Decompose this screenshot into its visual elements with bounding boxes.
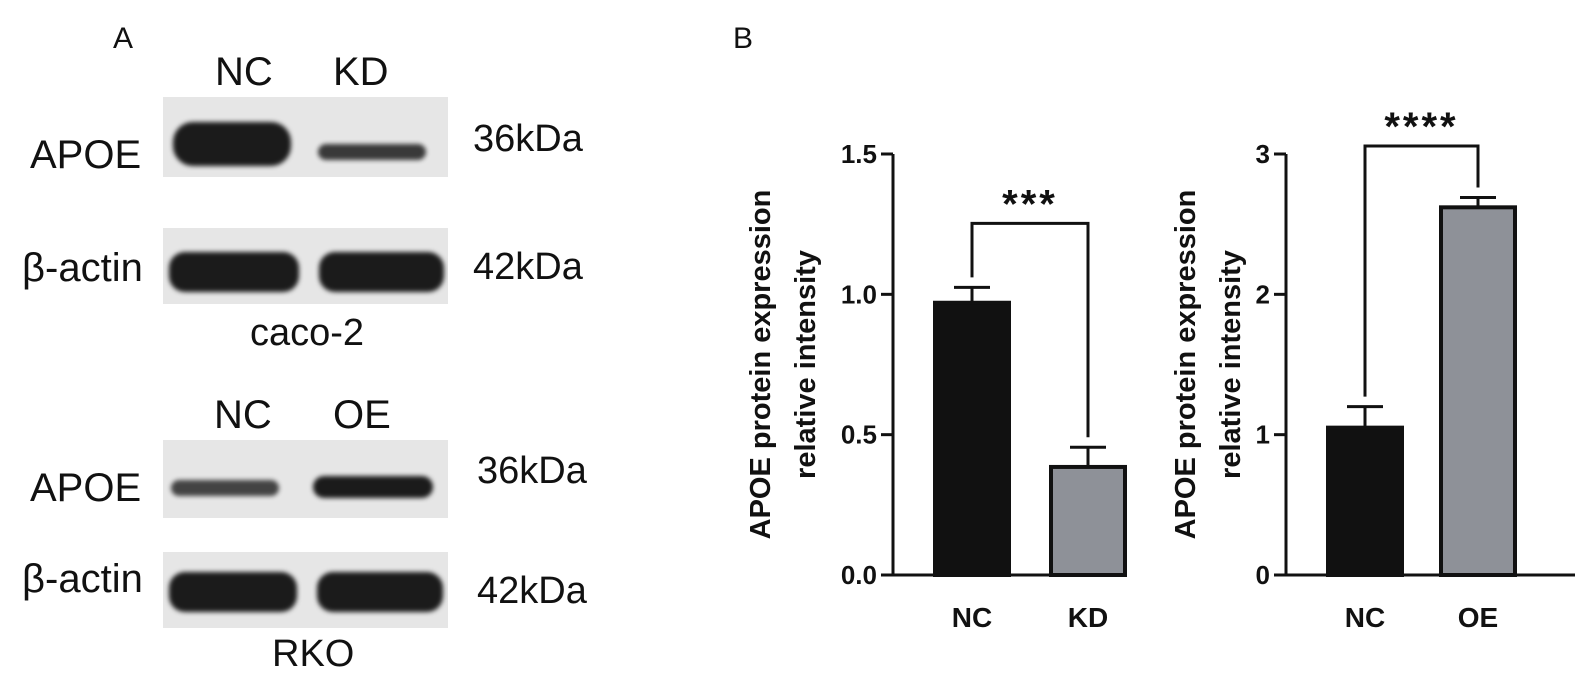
rko-cell-line-label: RKO	[272, 633, 355, 675]
caco2-apoe-row-label: APOE	[30, 133, 142, 177]
chart2-y-axis-label-line2: relative intensity	[1215, 250, 1247, 479]
chart2-significance-label: ****	[1384, 105, 1458, 149]
chart2-y-tick-label: 3	[1256, 139, 1270, 169]
chart1-bar-kd	[1049, 464, 1127, 577]
caco2-apoe-band-nc	[173, 122, 291, 166]
rko-actin-band-oe	[317, 572, 443, 612]
caco2-actin-band-kd	[319, 252, 444, 292]
chart2-y-tick-label: 0	[1256, 560, 1270, 590]
rko-apoe-band-nc	[171, 480, 279, 496]
caco2-lane-label-kd: KD	[333, 50, 389, 94]
caco2-apoe-kda: 36kDa	[473, 118, 583, 160]
chart2-y-tick-label: 1	[1256, 420, 1270, 450]
chart1-y-tick-label: 1.5	[841, 139, 877, 169]
panel-a-letter: A	[113, 22, 134, 55]
caco2-actin-row-label: β-actin	[22, 246, 143, 290]
caco2-cell-line-label: caco-2	[250, 312, 365, 354]
chart1-significance-bracket	[970, 221, 1090, 438]
chart2-y-tick-label: 2	[1256, 279, 1270, 309]
chart1-y-tick-label: 0.0	[841, 560, 877, 590]
rko-apoe-kda: 36kDa	[477, 450, 587, 492]
rko-lane-label-oe: OE	[333, 393, 391, 437]
rko-actin-row-label: β-actin	[22, 557, 143, 601]
chart1-bar-nc	[933, 300, 1011, 577]
rko-actin-band-nc	[169, 572, 297, 612]
caco2-actin-blot	[163, 228, 448, 304]
chart1-y-axis-label-line2: relative intensity	[790, 250, 822, 479]
chart1-y-tick-label: 1.0	[841, 279, 877, 309]
chart2-significance-bracket	[1363, 144, 1480, 397]
chart2-x-tick-label-oe: OE	[1458, 602, 1498, 633]
chart1-x-tick-label-nc: NC	[952, 602, 992, 633]
panel-b-letter: B	[733, 22, 754, 55]
rko-apoe-blot	[163, 440, 448, 518]
caco2-actin-kda: 42kDa	[473, 246, 583, 288]
rko-actin-kda: 42kDa	[477, 570, 587, 612]
chart2-x-tick-label-nc: NC	[1345, 602, 1385, 633]
caco2-apoe-band-kd	[318, 144, 426, 160]
chart2-y-axis-label-line1: APOE protein expression	[1170, 190, 1202, 540]
caco2-actin-band-nc	[169, 252, 299, 292]
chart1-x-tick-label-kd: KD	[1068, 602, 1108, 633]
rko-lane-label-nc: NC	[214, 393, 272, 437]
chart1-significance-label: ***	[1002, 182, 1058, 226]
rko-actin-blot	[163, 552, 448, 628]
chart2-bar-nc	[1326, 425, 1404, 577]
chart1-y-tick-label: 0.5	[841, 420, 877, 450]
chart2-bar-oe	[1439, 205, 1517, 577]
rko-apoe-band-oe	[313, 476, 433, 498]
rko-apoe-row-label: APOE	[30, 466, 142, 510]
chart1-y-axis-label-line1: APOE protein expression	[745, 190, 777, 540]
caco2-apoe-blot	[163, 97, 448, 177]
caco2-lane-label-nc: NC	[215, 50, 273, 94]
